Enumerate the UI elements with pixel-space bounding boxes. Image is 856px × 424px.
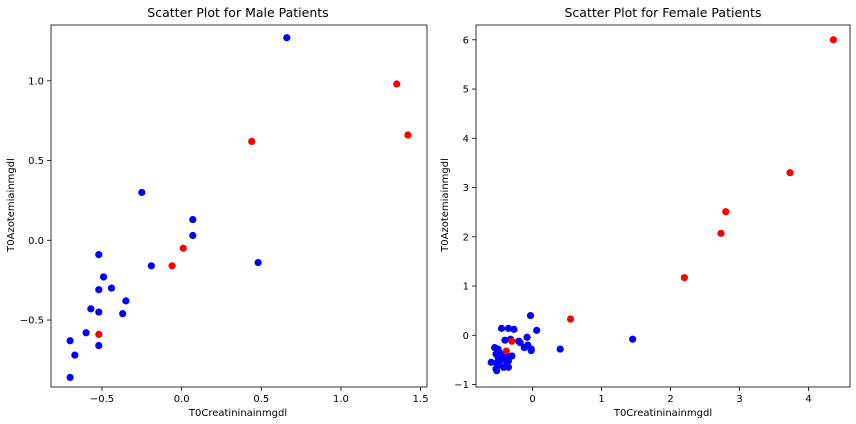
x-tick-label: 1.5 — [413, 394, 429, 405]
data-point — [527, 346, 535, 355]
data-point — [254, 259, 262, 267]
data-point — [497, 324, 506, 332]
plot-title: Scatter Plot for Male Patients — [147, 5, 328, 20]
plot-frame — [50, 24, 428, 388]
data-point — [520, 343, 528, 352]
data-point — [119, 310, 127, 318]
y-tick-label: 1.0 — [28, 76, 44, 87]
data-point — [66, 337, 74, 345]
data-point — [493, 367, 501, 375]
x-tick-label: −0.5 — [90, 394, 114, 405]
data-point — [95, 330, 103, 338]
data-point — [533, 326, 541, 334]
data-point — [99, 273, 108, 281]
y-axis-label: T0Azotemiainmgdl — [440, 158, 451, 253]
plot-title: Scatter Plot for Female Patients — [565, 5, 762, 20]
data-point — [248, 137, 256, 146]
x-tick-label: 3 — [736, 394, 742, 405]
male-patients-plot: Scatter Plot for Male Patients T0Creatin… — [6, 5, 429, 419]
y-tick-label: 5 — [463, 85, 469, 96]
x-tick-label: 0.5 — [253, 394, 269, 405]
y-tick-label: 2 — [463, 232, 469, 243]
x-tick-label: 0.0 — [174, 394, 190, 405]
data-point — [508, 337, 516, 345]
data-point — [717, 229, 725, 237]
data-point — [82, 329, 90, 337]
data-point — [523, 333, 531, 341]
data-point — [95, 308, 103, 316]
data-point — [168, 262, 176, 270]
plot-marks: 0 1 2 3 4 −1 0 1 2 3 4 5 6 — [454, 35, 838, 405]
data-point — [566, 315, 575, 323]
x-tick-label: 2 — [667, 394, 673, 405]
plot-frame — [475, 24, 851, 388]
female-patients-plot: Scatter Plot for Female Patients T0Creat… — [440, 5, 851, 419]
x-axis-label: T0Creatininainmgdl — [613, 408, 712, 419]
data-point — [138, 188, 146, 197]
data-point — [66, 373, 74, 382]
y-axis-label: T0Azotemiainmgdl — [6, 158, 17, 253]
data-point — [680, 274, 688, 282]
data-point — [516, 339, 524, 347]
y-tick-label: 0.5 — [28, 156, 44, 167]
data-point — [95, 251, 103, 259]
y-tick-label: 4 — [463, 134, 469, 145]
data-point — [107, 284, 116, 292]
data-point — [722, 208, 730, 216]
data-point — [556, 345, 564, 353]
data-point — [95, 341, 103, 350]
data-point — [526, 311, 535, 320]
data-point — [504, 324, 513, 332]
data-point — [189, 215, 197, 224]
data-point — [829, 36, 838, 44]
data-point — [71, 351, 79, 359]
data-point — [189, 231, 197, 240]
y-tick-label: 0 — [463, 331, 469, 342]
data-point — [283, 34, 291, 42]
data-point — [147, 262, 155, 270]
x-axis-label: T0Creatininainmgdl — [188, 408, 287, 419]
data-point — [629, 335, 637, 343]
x-tick-label: 1 — [598, 394, 604, 405]
data-point — [95, 286, 103, 294]
data-point — [501, 336, 509, 344]
data-point — [179, 244, 187, 252]
y-tick-label: −0.5 — [20, 316, 44, 327]
y-tick-label: 3 — [463, 183, 469, 194]
y-tick-label: 1 — [463, 282, 469, 293]
data-point — [87, 305, 95, 313]
data-point — [510, 325, 518, 333]
data-point — [786, 169, 794, 177]
x-tick-label: 4 — [805, 394, 811, 405]
data-point — [500, 363, 508, 371]
y-tick-label: 0.0 — [28, 236, 44, 247]
x-tick-label: 0 — [529, 394, 535, 405]
data-point — [502, 347, 510, 355]
data-point — [393, 80, 401, 88]
data-point — [404, 131, 412, 139]
x-tick-label: 1.0 — [333, 394, 349, 405]
data-point — [487, 358, 495, 366]
plot-marks: −0.5 0.0 0.5 1.0 1.5 −0.5 0.0 0.5 1.0 — [20, 34, 429, 405]
y-tick-label: −1 — [454, 380, 469, 391]
data-point — [122, 297, 130, 305]
y-tick-label: 6 — [463, 35, 469, 46]
